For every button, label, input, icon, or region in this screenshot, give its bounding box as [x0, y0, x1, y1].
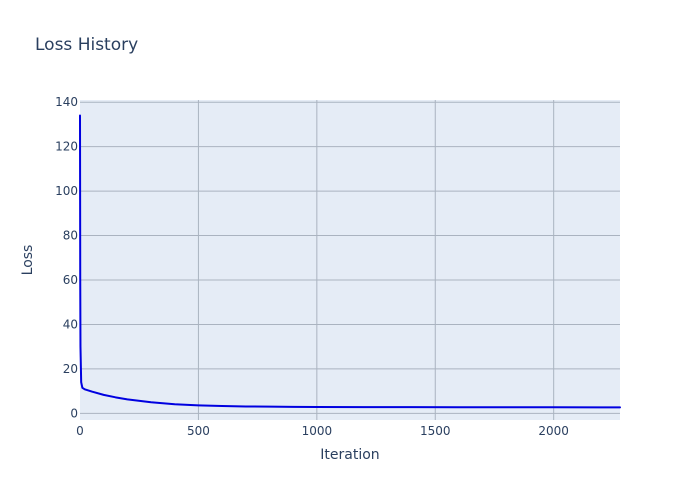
y-tick-label-0: 0: [70, 406, 78, 420]
x-tick-label-1000: 1000: [302, 424, 333, 438]
x-tick-label-500: 500: [187, 424, 210, 438]
plot-area-background: [80, 100, 620, 420]
y-tick-label-100: 100: [55, 184, 78, 198]
y-gridlines: [80, 101, 620, 414]
chart-title: Loss History: [35, 35, 138, 55]
y-tick-label-80: 80: [63, 229, 78, 243]
x-tick-labels: 0 500 1000 1500 2000: [76, 424, 569, 438]
x-gridlines: [197, 100, 555, 420]
x-axis-title: Iteration: [320, 447, 379, 463]
y-tick-label-60: 60: [63, 273, 78, 287]
x-tick-label-2000: 2000: [538, 424, 569, 438]
x-tick-label-0: 0: [76, 424, 84, 438]
y-axis-title: Loss: [20, 245, 36, 276]
x-tick-label-1500: 1500: [420, 424, 451, 438]
y-tick-labels: 0 20 40 60 80 100 120 140: [55, 95, 78, 420]
series-layer: [79, 114, 621, 409]
series-line-0: [79, 114, 621, 409]
y-tick-label-40: 40: [63, 317, 78, 331]
y-tick-label-140: 140: [55, 95, 78, 109]
y-tick-label-20: 20: [63, 362, 78, 376]
y-tick-label-120: 120: [55, 140, 78, 154]
